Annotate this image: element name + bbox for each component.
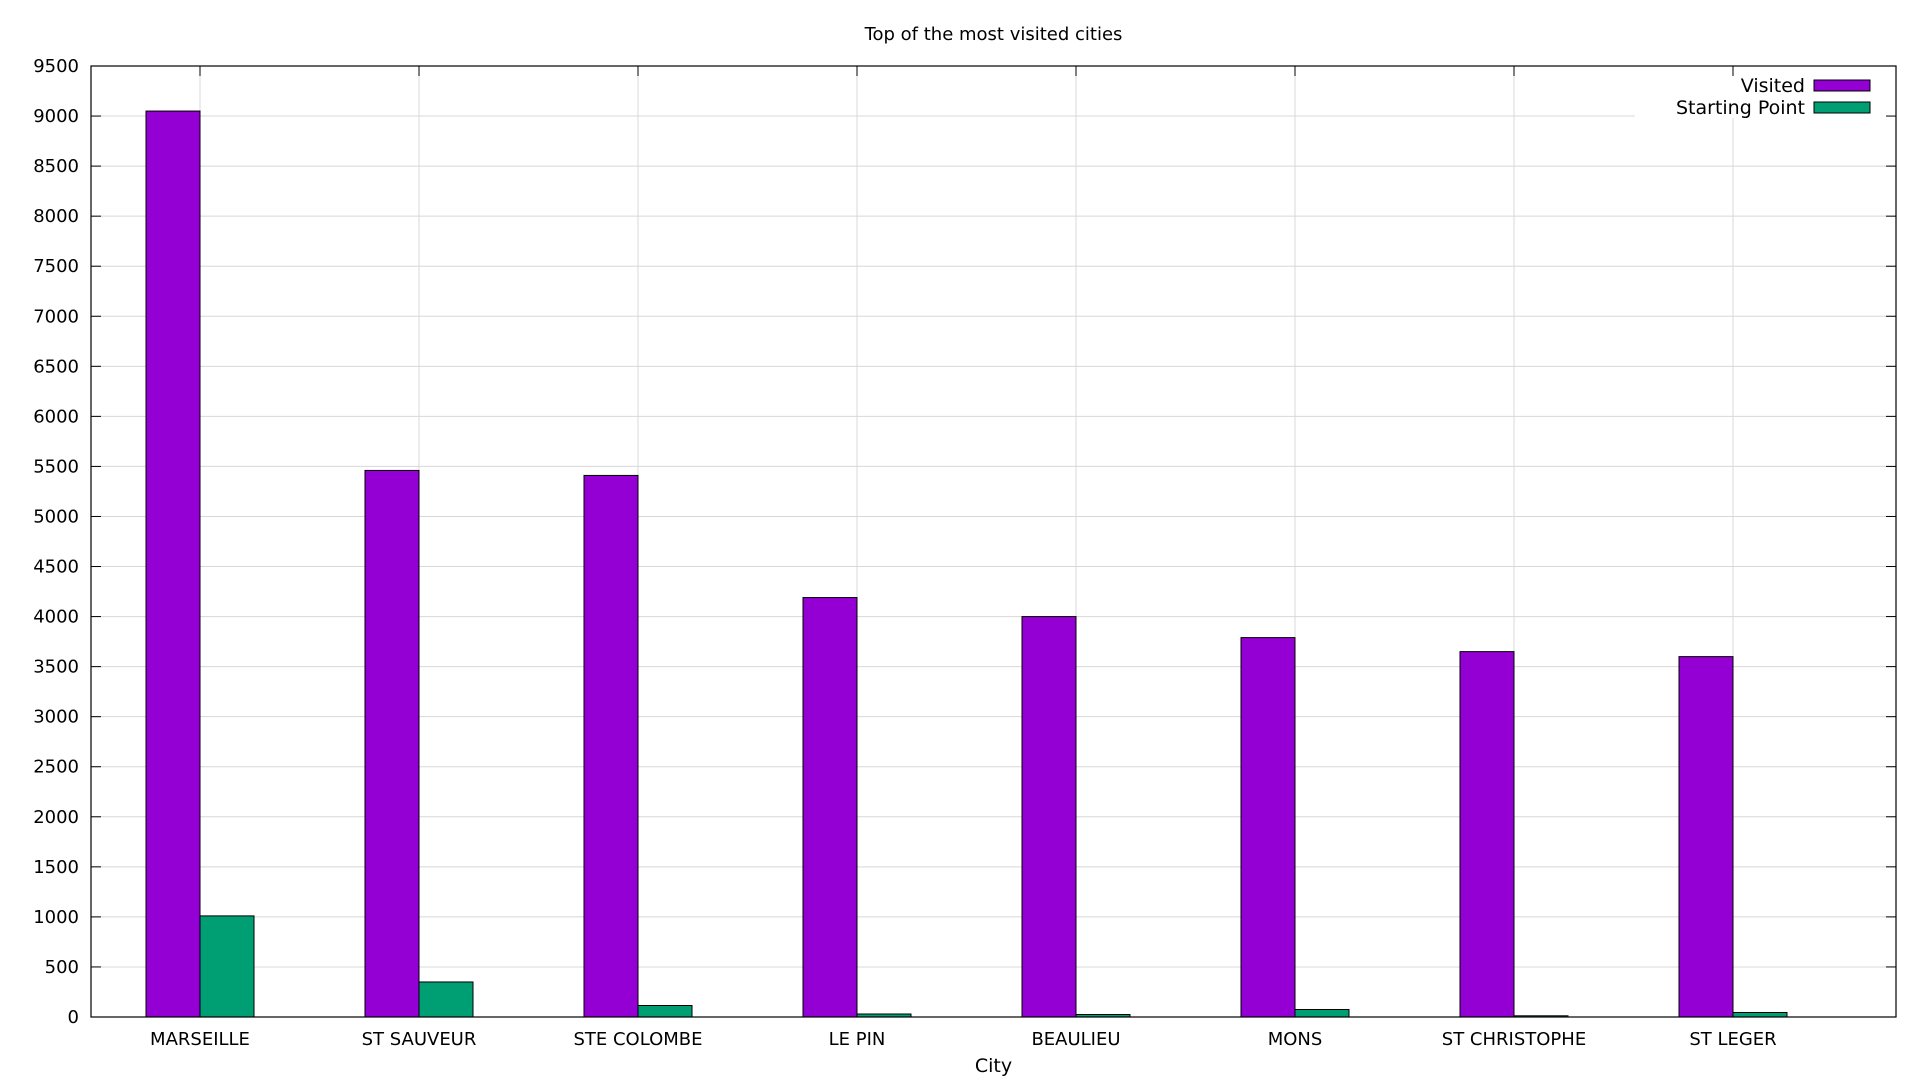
legend-label: Visited (1741, 75, 1805, 97)
y-tick-label: 3000 (33, 707, 79, 728)
x-tick-label: MARSEILLE (150, 1029, 250, 1050)
bar-starting-point (199, 915, 255, 1018)
bar-visited (364, 469, 420, 1018)
x-tick-labels: MARSEILLE ST SAUVEUR STE COLOMBE LE PIN BEAU… (150, 1029, 1777, 1050)
y-tick-label: 8500 (33, 156, 79, 177)
legend-label: Starting Point (1676, 97, 1805, 119)
y-tick-label: 9000 (33, 106, 79, 127)
x-tick-label: LE PIN (829, 1029, 886, 1050)
bars-layer (145, 110, 1788, 1018)
grid-layer (91, 66, 1896, 1017)
y-tick-label: 1000 (33, 907, 79, 928)
y-tick-label: 8000 (33, 206, 79, 227)
y-tick-label: 5000 (33, 506, 79, 527)
x-tick-label: BEAULIEU (1031, 1029, 1120, 1050)
y-tick-label: 3500 (33, 657, 79, 678)
y-tick-label: 2500 (33, 757, 79, 778)
x-tick-label: ST CHRISTOPHE (1442, 1029, 1586, 1050)
bar-visited (145, 110, 201, 1018)
bar-starting-point (637, 1004, 693, 1018)
x-tick-label: MONS (1268, 1029, 1323, 1050)
y-tick-label: 5500 (33, 456, 79, 477)
x-axis-title: City (975, 1055, 1012, 1077)
y-tick-label: 500 (45, 957, 79, 978)
bar-visited (583, 474, 639, 1018)
y-tick-label: 6000 (33, 406, 79, 427)
x-tick-label: ST SAUVEUR (362, 1029, 477, 1050)
bar-visited (1021, 616, 1077, 1018)
y-tick-label: 4500 (33, 557, 79, 578)
y-tick-label: 6500 (33, 356, 79, 377)
bar-starting-point (418, 981, 474, 1018)
y-tick-label: 2000 (33, 807, 79, 828)
y-tick-label: 9500 (33, 56, 79, 77)
y-tick-label: 7500 (33, 256, 79, 277)
ticks-layer (91, 65, 1896, 1018)
legend-swatch (1813, 79, 1871, 92)
bar-starting-point (1294, 1008, 1350, 1018)
y-tick-label: 7000 (33, 306, 79, 327)
chart-title: Top of the most visited cities (864, 24, 1123, 45)
y-tick-label: 0 (68, 1007, 79, 1028)
y-tick-label: 1500 (33, 857, 79, 878)
x-tick-label: STE COLOMBE (573, 1029, 702, 1050)
bar-visited (802, 597, 858, 1018)
bar-starting-point (1732, 1011, 1788, 1018)
y-tick-labels: 0 500 1000 1500 2000 2500 3000 3500 4000 4500 5000… (33, 56, 79, 1028)
bar-visited (1459, 651, 1515, 1018)
plot-frame (90, 65, 1897, 1018)
bar-visited (1678, 656, 1734, 1018)
x-tick-label: ST LEGER (1689, 1029, 1776, 1050)
y-tick-label: 4000 (33, 607, 79, 628)
bar-visited (1240, 637, 1296, 1018)
legend-swatch (1813, 101, 1871, 114)
